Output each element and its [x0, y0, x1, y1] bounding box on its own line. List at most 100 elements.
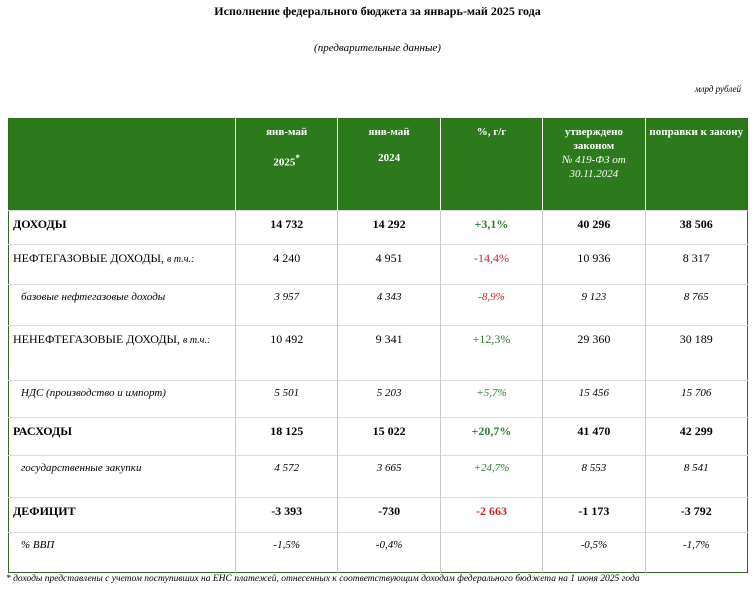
value: +3,1% [474, 217, 509, 231]
header-row: янв-май 2025* янв-май 2024 %, г/г утверждено … [8, 118, 748, 211]
value: -0,5% [580, 539, 608, 551]
value: 8 765 [683, 291, 709, 303]
table-row: НЕФТЕГАЗОВЫЕ ДОХОДЫ, в т.ч.: 4 240 4 951 -1… [8, 244, 748, 285]
value-cell: 5 501 [234, 380, 338, 418]
value: -8,9% [478, 291, 505, 303]
label-text: НЕФТЕГАЗОВЫЕ ДОХОДЫ, [13, 251, 168, 265]
year: 2024 [378, 152, 401, 164]
value: 5 203 [376, 387, 402, 399]
value: 15 706 [681, 387, 712, 399]
value-cell: 8 765 [644, 284, 748, 326]
value: 4 343 [376, 291, 402, 303]
header-law: № 419-ФЗ от 30.11.2024 [561, 154, 626, 180]
value-cell: 15 456 [542, 380, 646, 418]
row-label: НЕНЕФТЕГАЗОВЫЕ ДОХОДЫ, в т.ч.: [8, 325, 236, 381]
value: 8 553 [581, 462, 607, 474]
value: 41 470 [577, 424, 611, 438]
value: +24,7% [473, 462, 510, 474]
value: -1 173 [578, 504, 610, 518]
value-cell: 9 123 [542, 284, 646, 326]
header-cell: поправки к закону [644, 118, 748, 211]
value: 30 189 [679, 332, 713, 346]
value: 5 501 [274, 387, 300, 399]
value-cell: 29 360 [542, 325, 646, 381]
footnote: * доходы представлены с учетом поступивш… [6, 574, 640, 584]
value-cell: 8 553 [542, 455, 646, 498]
header-text: %, г/г [476, 126, 507, 138]
value-cell: 40 296 [542, 210, 646, 245]
row-label: НЕФТЕГАЗОВЫЕ ДОХОДЫ, в т.ч.: [8, 244, 236, 285]
value-cell: 4 951 [337, 244, 441, 285]
value-cell: 38 506 [644, 210, 748, 245]
value: -3 792 [680, 504, 712, 518]
row-label: государственные закупки [8, 455, 236, 498]
value: -730 [378, 504, 401, 518]
header-cell: янв-май 2025* [234, 118, 338, 211]
label-text: % ВВП [21, 539, 55, 551]
value: 14 292 [372, 217, 406, 231]
note-mark: * [295, 153, 300, 163]
value: 4 572 [274, 462, 300, 474]
table-row: базовые нефтегазовые доходы 3 957 4 343 -8,… [8, 284, 748, 326]
table-row: РАСХОДЫ 18 125 15 022 +20,7% 41 470 42 299 [8, 417, 748, 456]
value-cell: 4 240 [234, 244, 338, 285]
units: млрд рублей [694, 84, 741, 94]
table-row: НЕНЕФТЕГАЗОВЫЕ ДОХОДЫ, в т.ч.: 10 492 9 34… [8, 325, 748, 381]
value: -1,7% [682, 539, 710, 551]
value-cell: +20,7% [439, 417, 543, 456]
value-cell: +5,7% [439, 380, 543, 418]
value-cell: +24,7% [439, 455, 543, 498]
value-cell: -2 663 [439, 497, 543, 533]
value: 10 492 [270, 332, 304, 346]
value-cell: 8 541 [644, 455, 748, 498]
header-text: янв-май [266, 126, 308, 138]
value: 9 341 [375, 332, 403, 346]
value-cell: -3 792 [644, 497, 748, 533]
header-year: 2024 [339, 151, 438, 165]
value: +20,7% [471, 424, 512, 438]
value: 42 299 [679, 424, 713, 438]
header-text: янв-май [368, 126, 410, 138]
value: 4 240 [273, 251, 301, 265]
value: -2 663 [475, 504, 507, 518]
value: 29 360 [577, 332, 611, 346]
label-text: ДОХОДЫ [13, 217, 67, 231]
row-label: ДОХОДЫ [8, 210, 236, 245]
value-cell: -8,9% [439, 284, 543, 326]
row-label: НДС (производство и импорт) [8, 380, 236, 418]
value-cell: -0,4% [337, 532, 441, 573]
value: 15 456 [578, 387, 609, 399]
value-cell: 14 292 [337, 210, 441, 245]
title: Исполнение федерального бюджета за январ… [214, 4, 541, 18]
value: 3 665 [376, 462, 402, 474]
value: 10 936 [577, 251, 611, 265]
value-cell: -14,4% [439, 244, 543, 285]
value: 38 506 [679, 217, 713, 231]
value: 3 957 [274, 291, 300, 303]
value-cell: 18 125 [234, 417, 338, 456]
subtitle: (предварительные данные) [314, 42, 441, 54]
value-cell: -0,5% [542, 532, 646, 573]
table-row: ДОХОДЫ 14 732 14 292 +3,1% 40 296 38 506 [8, 210, 748, 245]
value: 14 732 [270, 217, 304, 231]
value-cell: -730 [337, 497, 441, 533]
value: -0,4% [375, 539, 403, 551]
value-cell: 10 936 [542, 244, 646, 285]
value-cell: 9 341 [337, 325, 441, 381]
row-label: ДЕФИЦИТ [8, 497, 236, 533]
value-cell: 15 022 [337, 417, 441, 456]
label-text: НЕНЕФТЕГАЗОВЫЕ ДОХОДЫ, [13, 332, 183, 346]
value: 4 951 [375, 251, 403, 265]
value-cell: 3 665 [337, 455, 441, 498]
budget-table: янв-май 2025* янв-май 2024 %, г/г утверждено … [8, 118, 748, 573]
value: 18 125 [270, 424, 304, 438]
value: 8 317 [682, 251, 710, 265]
header-cell: утверждено законом № 419-ФЗ от 30.11.2024 [542, 118, 646, 211]
value: +5,7% [476, 387, 507, 399]
value-cell: +3,1% [439, 210, 543, 245]
value: -3 393 [271, 504, 303, 518]
row-label: % ВВП [8, 532, 236, 573]
label-suffix: в т.ч.: [167, 254, 195, 265]
label-text: НДС (производство и импорт) [21, 387, 166, 399]
